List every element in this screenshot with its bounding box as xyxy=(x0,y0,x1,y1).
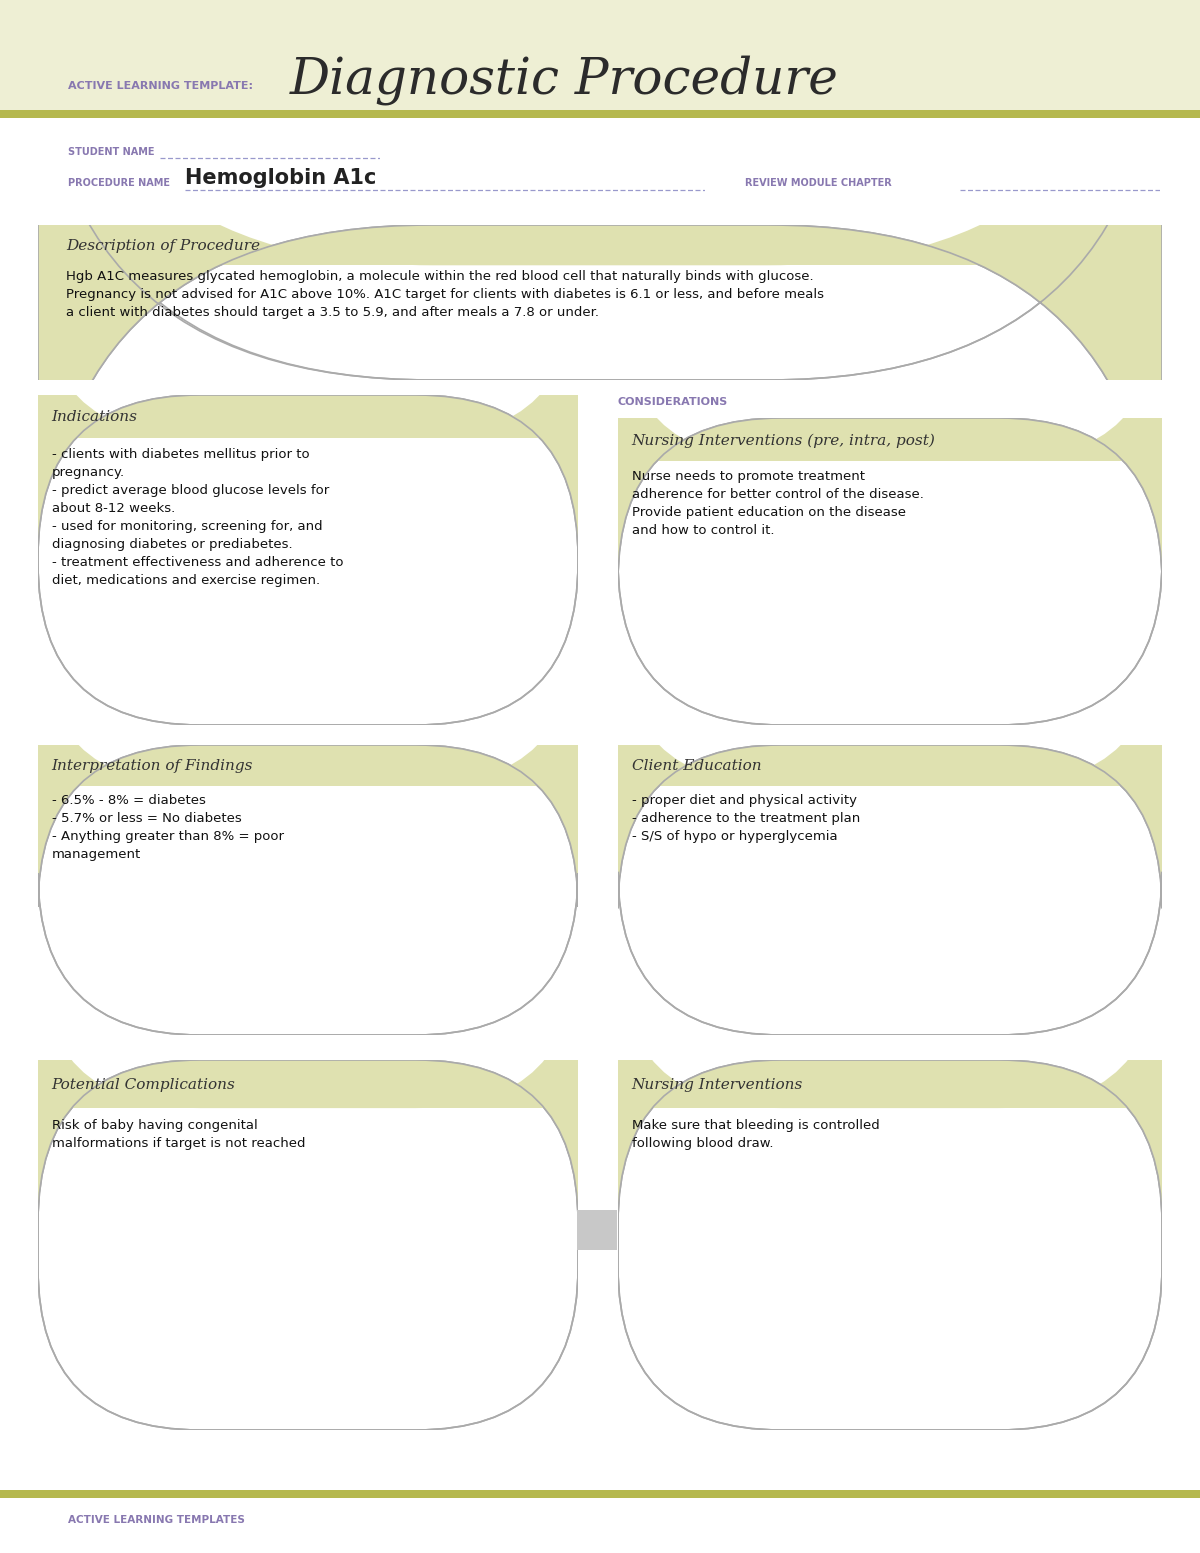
FancyBboxPatch shape xyxy=(618,1061,1162,1430)
Text: Make sure that bleeding is controlled
following blood draw.: Make sure that bleeding is controlled fo… xyxy=(631,1120,880,1151)
Text: CONSIDERATIONS: CONSIDERATIONS xyxy=(618,398,728,407)
Text: Client Education: Client Education xyxy=(631,759,761,773)
Text: - proper diet and physical activity
- adherence to the treatment plan
- S/S of h: - proper diet and physical activity - ad… xyxy=(631,794,860,843)
Text: Nurse needs to promote treatment
adherence for better control of the disease.
Pr: Nurse needs to promote treatment adheren… xyxy=(631,471,924,537)
Text: PROCEDURE NAME: PROCEDURE NAME xyxy=(68,179,170,188)
FancyBboxPatch shape xyxy=(38,0,1162,618)
Text: Diagnostic Procedure: Diagnostic Procedure xyxy=(290,54,839,106)
FancyBboxPatch shape xyxy=(618,418,1162,725)
FancyBboxPatch shape xyxy=(38,0,1162,618)
FancyBboxPatch shape xyxy=(618,944,1162,1224)
Text: REVIEW MODULE CHAPTER: REVIEW MODULE CHAPTER xyxy=(745,179,892,188)
Text: - 6.5% - 8% = diabetes
- 5.7% or less = No diabetes
- Anything greater than 8% =: - 6.5% - 8% = diabetes - 5.7% or less = … xyxy=(52,794,283,862)
Bar xyxy=(618,1084,1162,1109)
Text: ACTIVE LEARNING TEMPLATES: ACTIVE LEARNING TEMPLATES xyxy=(68,1516,245,1525)
Text: Potential Complications: Potential Complications xyxy=(52,1078,235,1092)
Bar xyxy=(38,416,578,438)
Text: Indications: Indications xyxy=(52,410,138,424)
FancyBboxPatch shape xyxy=(618,298,1162,581)
Text: Interpretation of Findings: Interpretation of Findings xyxy=(52,759,253,773)
FancyBboxPatch shape xyxy=(38,394,578,725)
Text: Risk of baby having congenital
malformations if target is not reached: Risk of baby having congenital malformat… xyxy=(52,1120,305,1151)
Text: Nursing Interventions: Nursing Interventions xyxy=(631,1078,803,1092)
Bar xyxy=(618,766,1162,786)
FancyBboxPatch shape xyxy=(38,745,578,1034)
FancyBboxPatch shape xyxy=(38,276,578,558)
Text: - clients with diabetes mellitus prior to
pregnancy.
- predict average blood glu: - clients with diabetes mellitus prior t… xyxy=(52,447,343,587)
Bar xyxy=(38,245,1162,266)
Bar xyxy=(38,1084,578,1109)
Text: Hgb A1C measures glycated hemoglobin, a molecule within the red blood cell that : Hgb A1C measures glycated hemoglobin, a … xyxy=(66,270,824,318)
Text: Description of Procedure: Description of Procedure xyxy=(66,239,260,253)
Text: STUDENT NAME: STUDENT NAME xyxy=(68,148,155,157)
FancyBboxPatch shape xyxy=(38,946,578,1222)
FancyBboxPatch shape xyxy=(618,745,1162,1034)
Text: ACTIVE LEARNING TEMPLATE:: ACTIVE LEARNING TEMPLATE: xyxy=(68,81,253,92)
Text: Nursing Interventions (pre, intra, post): Nursing Interventions (pre, intra, post) xyxy=(631,433,936,447)
FancyBboxPatch shape xyxy=(38,624,578,907)
FancyBboxPatch shape xyxy=(618,623,1162,909)
Bar xyxy=(38,766,578,786)
FancyBboxPatch shape xyxy=(38,1061,578,1430)
Text: Hemoglobin A1c: Hemoglobin A1c xyxy=(185,168,377,188)
Bar xyxy=(618,439,1162,461)
